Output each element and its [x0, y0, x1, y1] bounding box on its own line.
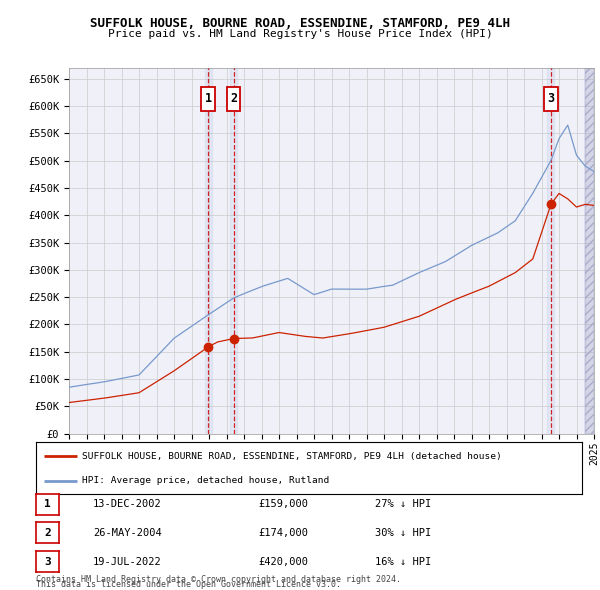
Text: 2: 2 — [230, 93, 237, 106]
Text: 30% ↓ HPI: 30% ↓ HPI — [375, 528, 431, 537]
Text: This data is licensed under the Open Government Licence v3.0.: This data is licensed under the Open Gov… — [36, 581, 341, 589]
Text: 1: 1 — [205, 93, 212, 106]
Text: £174,000: £174,000 — [258, 528, 308, 537]
Text: Price paid vs. HM Land Registry's House Price Index (HPI): Price paid vs. HM Land Registry's House … — [107, 30, 493, 39]
FancyBboxPatch shape — [202, 87, 215, 111]
Text: HPI: Average price, detached house, Rutland: HPI: Average price, detached house, Rutl… — [82, 476, 329, 486]
FancyBboxPatch shape — [227, 87, 240, 111]
FancyBboxPatch shape — [544, 87, 557, 111]
Bar — [205, 68, 212, 434]
Bar — [585, 68, 594, 434]
Text: 16% ↓ HPI: 16% ↓ HPI — [375, 557, 431, 566]
Text: Contains HM Land Registry data © Crown copyright and database right 2024.: Contains HM Land Registry data © Crown c… — [36, 575, 401, 584]
Text: 13-DEC-2002: 13-DEC-2002 — [93, 500, 162, 509]
Text: 27% ↓ HPI: 27% ↓ HPI — [375, 500, 431, 509]
Bar — [547, 68, 554, 434]
Text: £159,000: £159,000 — [258, 500, 308, 509]
Text: £420,000: £420,000 — [258, 557, 308, 566]
Text: 1: 1 — [44, 500, 51, 509]
Text: 3: 3 — [547, 93, 554, 106]
Bar — [585, 68, 594, 434]
Text: 2: 2 — [44, 528, 51, 537]
Text: 3: 3 — [44, 557, 51, 566]
Text: SUFFOLK HOUSE, BOURNE ROAD, ESSENDINE, STAMFORD, PE9 4LH: SUFFOLK HOUSE, BOURNE ROAD, ESSENDINE, S… — [90, 17, 510, 30]
Text: 26-MAY-2004: 26-MAY-2004 — [93, 528, 162, 537]
Text: 19-JUL-2022: 19-JUL-2022 — [93, 557, 162, 566]
Text: SUFFOLK HOUSE, BOURNE ROAD, ESSENDINE, STAMFORD, PE9 4LH (detached house): SUFFOLK HOUSE, BOURNE ROAD, ESSENDINE, S… — [82, 452, 502, 461]
Bar — [230, 68, 237, 434]
